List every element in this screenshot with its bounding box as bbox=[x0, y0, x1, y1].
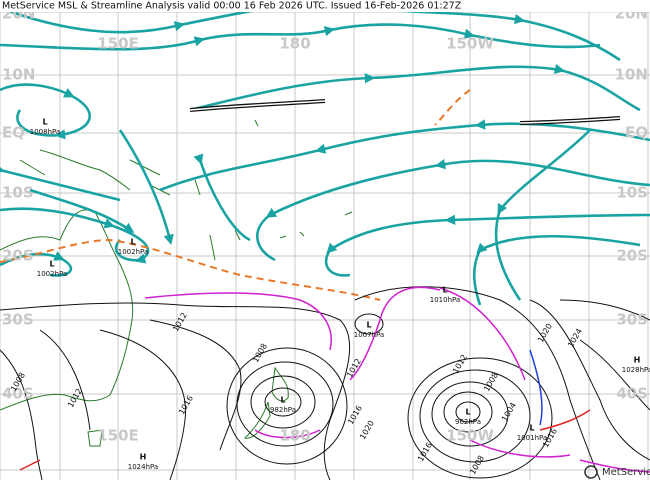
lon-label: 180 bbox=[279, 427, 310, 445]
system-pressure: 982hPa bbox=[270, 406, 296, 414]
lat-label: 30S bbox=[616, 311, 648, 329]
shear-lines bbox=[189, 99, 621, 125]
lat-label: 30S bbox=[2, 311, 34, 329]
fronts bbox=[19, 286, 650, 473]
logo: MetService bbox=[584, 465, 650, 479]
system-pressure: 962hPa bbox=[455, 418, 481, 426]
system-symbol: L bbox=[42, 118, 47, 127]
system-pressure: 1002hPa bbox=[37, 270, 67, 278]
lat-label: 20S bbox=[616, 247, 648, 265]
lat-label: 40S bbox=[2, 385, 34, 403]
title-bar bbox=[0, 0, 650, 12]
map-title: MetService MSL & Streamline Analysis val… bbox=[2, 1, 462, 12]
isobars bbox=[0, 286, 650, 480]
lat-label: 20S bbox=[2, 247, 34, 265]
lon-label: 150W bbox=[446, 427, 494, 445]
lat-label: 10N bbox=[2, 66, 35, 84]
lat-label: 40S bbox=[616, 385, 648, 403]
system-symbol: L bbox=[442, 286, 447, 295]
system-symbol: H bbox=[634, 356, 641, 365]
system-pressure: 1010hPa bbox=[430, 296, 460, 304]
lon-label: 150E bbox=[97, 35, 139, 53]
system-symbol: L bbox=[49, 260, 54, 269]
lat-label: 10S bbox=[2, 184, 34, 202]
system-pressure: 1024hPa bbox=[128, 463, 158, 471]
lat-label: EQ bbox=[2, 124, 25, 142]
lat-label: 10N bbox=[615, 66, 648, 84]
system-pressure: 1028hPa bbox=[622, 366, 650, 374]
system-symbol: L bbox=[130, 238, 135, 247]
system-symbol: L bbox=[280, 396, 285, 405]
system-pressure: 1001hPa bbox=[517, 434, 547, 442]
system-symbol: H bbox=[140, 453, 147, 462]
system-pressure: 1007hPa bbox=[354, 331, 384, 339]
lat-label: 10S bbox=[616, 184, 648, 202]
system-pressure: 1002hPa bbox=[118, 248, 148, 256]
system-symbol: L bbox=[529, 424, 534, 433]
lon-label: 150W bbox=[446, 35, 494, 53]
system-symbol: L bbox=[465, 408, 470, 417]
trough-lines bbox=[0, 89, 471, 301]
streamlines bbox=[0, 2, 650, 306]
lat-label: EQ bbox=[625, 124, 648, 142]
system-symbol: L bbox=[366, 321, 371, 330]
lon-label: 150E bbox=[97, 427, 139, 445]
system-pressure: 1008hPa bbox=[30, 128, 60, 136]
logo-text: MetService bbox=[602, 467, 650, 478]
lon-label: 180 bbox=[279, 35, 310, 53]
